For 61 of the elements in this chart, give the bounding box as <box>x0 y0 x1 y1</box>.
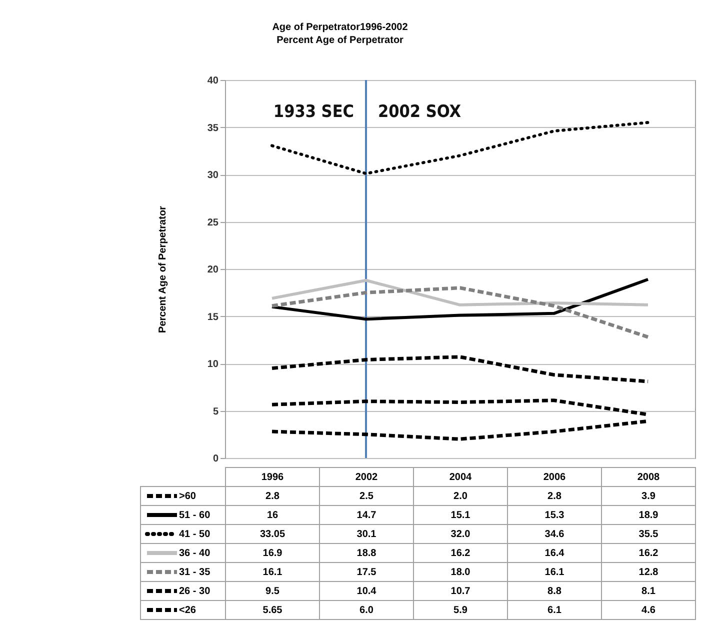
data-label: 2.5 <box>320 486 414 506</box>
data-label: 3.9 <box>602 486 696 506</box>
data-label: 18.8 <box>320 544 414 562</box>
legend-label: 41 - 50 <box>140 524 226 544</box>
data-label: 8.1 <box>602 582 696 600</box>
data-label: 2.0 <box>414 486 508 506</box>
x-tick-label: 1996 <box>226 468 320 486</box>
legend-label: 51 - 60 <box>140 506 226 524</box>
legend-label: 31 - 35 <box>140 562 226 582</box>
annotation: 1933 SEC <box>273 102 354 122</box>
data-label: 8.8 <box>508 582 602 600</box>
data-label: 6.0 <box>320 600 414 620</box>
data-label: 9.5 <box>226 582 320 600</box>
x-tick-label: 2006 <box>508 468 602 486</box>
data-label: 16.1 <box>508 562 602 582</box>
data-label: 18.0 <box>414 562 508 582</box>
y-tick-label: 5 <box>212 406 219 418</box>
y-tick-label: 25 <box>207 217 219 228</box>
data-label: 16.1 <box>226 562 320 582</box>
data-label: 2.8 <box>508 486 602 506</box>
x-tick-label: 2004 <box>414 468 508 486</box>
data-label: 18.9 <box>602 506 696 524</box>
data-label: 16 <box>226 506 320 524</box>
data-label: 16.2 <box>414 544 508 562</box>
data-label: 33.05 <box>226 524 320 544</box>
data-label: 5.9 <box>414 600 508 620</box>
y-tick-label: 30 <box>207 170 219 181</box>
y-axis-title: Percent Age of Perpetrator <box>157 206 168 333</box>
data-label: 4.6 <box>602 600 696 620</box>
y-tick-label: 20 <box>207 264 219 276</box>
y-tick-label: 35 <box>207 122 219 134</box>
y-tick-label: 0 <box>212 454 219 464</box>
annotation: 2002 SOX <box>378 102 462 122</box>
data-label: 16.2 <box>602 544 696 562</box>
data-label: 16.9 <box>226 544 320 562</box>
data-label: 30.1 <box>320 524 414 544</box>
data-label: 12.8 <box>602 562 696 582</box>
y-tick-label: 10 <box>207 359 219 370</box>
legend-label: 36 - 40 <box>140 544 226 562</box>
chart-title: Age of Perpetrator1996-2002 <box>272 22 408 33</box>
data-label: 15.3 <box>508 506 602 524</box>
legend-label: >60 <box>140 486 226 506</box>
data-label: 35.5 <box>602 524 696 544</box>
data-label: 17.5 <box>320 562 414 582</box>
legend-label: 26 - 30 <box>140 582 226 600</box>
legend-label: <26 <box>140 600 226 620</box>
data-label: 5.65 <box>226 600 320 620</box>
data-label: 32.0 <box>414 524 508 544</box>
x-tick-label: 2008 <box>602 468 696 486</box>
data-label: 10.7 <box>414 582 508 600</box>
data-label: 15.1 <box>414 506 508 524</box>
data-label: 10.4 <box>320 582 414 600</box>
data-label: 16.4 <box>508 544 602 562</box>
data-label: 6.1 <box>508 600 602 620</box>
y-tick-label: 40 <box>207 76 219 86</box>
chart-subtitle: Percent Age of Perpetrator <box>276 35 404 46</box>
data-label: 14.7 <box>320 506 414 524</box>
y-tick-label: 15 <box>207 312 219 323</box>
x-tick-label: 2002 <box>320 468 414 486</box>
data-label: 2.8 <box>226 486 320 506</box>
data-label: 34.6 <box>508 524 602 544</box>
